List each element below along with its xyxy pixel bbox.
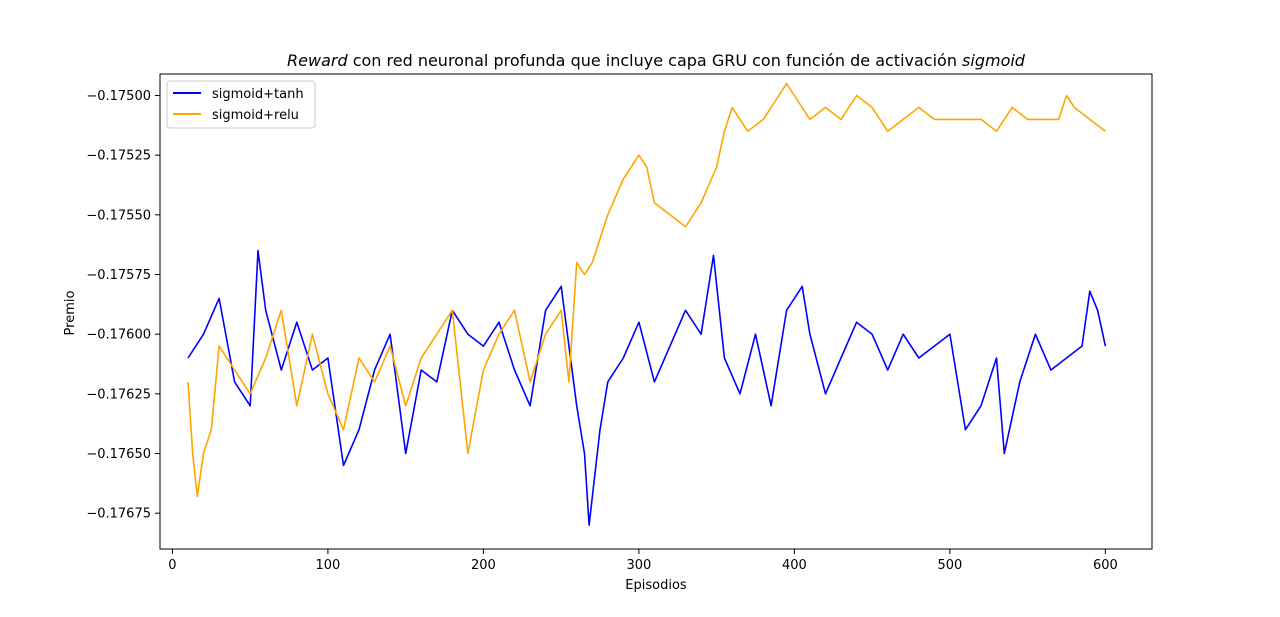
legend-label-1: sigmoid+tanh (212, 87, 304, 102)
x-tick-label: 300 (626, 558, 651, 573)
y-tick-label: −0.17650 (86, 447, 151, 462)
y-axis-label: Premio (63, 291, 78, 336)
y-tick-label: −0.17525 (86, 149, 151, 164)
series-layer (187, 82, 1107, 526)
x-tick-label: 500 (937, 558, 962, 573)
x-tick-label: 600 (1093, 558, 1118, 573)
chart-title-part: con red neuronal profunda que incluye ca… (348, 51, 962, 70)
y-tick-label: −0.17500 (86, 89, 151, 104)
chart-title-part: sigmoid (962, 51, 1026, 70)
legend-box (166, 80, 316, 129)
y-axis-ticks: −0.17675 −0.17650 −0.17625 −0.17600 −0.17575… (86, 89, 160, 522)
x-axis-ticks: 0 100 200 300 400 500 600 (168, 549, 1118, 573)
x-tick-label: 400 (782, 558, 807, 573)
x-tick-label: 0 (168, 558, 176, 573)
y-tick-label: −0.17575 (86, 268, 151, 283)
y-tick-label: −0.17550 (86, 208, 151, 223)
x-axis-label: Episodios (625, 578, 687, 593)
plot-area (159, 73, 1153, 550)
plot-frame (159, 73, 1153, 550)
x-tick-label: 100 (316, 558, 341, 573)
legend-label-2: sigmoid+relu (212, 108, 299, 123)
chart-title: Reward con red neuronal profunda que inc… (287, 51, 1026, 70)
series-line-2 (187, 82, 1106, 498)
chart-title-part: Reward (287, 51, 348, 70)
y-tick-label: −0.17675 (86, 507, 151, 522)
legend: sigmoid+tanh sigmoid+relu (166, 80, 316, 129)
y-tick-label: −0.17625 (86, 387, 151, 402)
series-line-1 (187, 249, 1107, 526)
y-tick-label: −0.17600 (86, 328, 151, 343)
x-tick-label: 200 (471, 558, 496, 573)
